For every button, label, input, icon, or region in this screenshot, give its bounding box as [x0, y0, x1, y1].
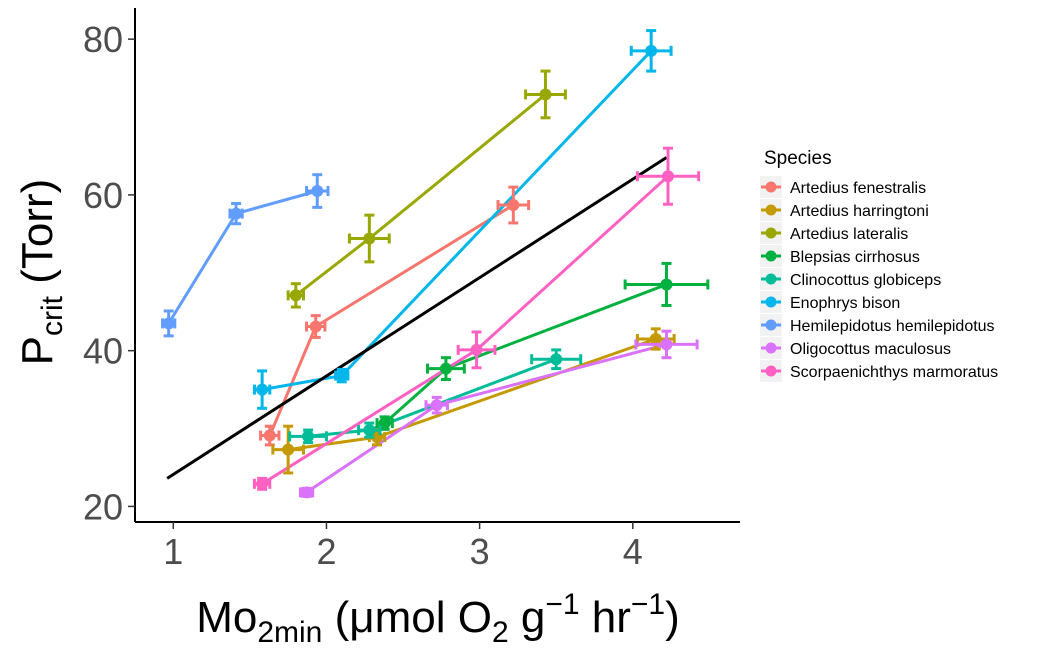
- data-point: [539, 88, 552, 101]
- regression-line: [166, 156, 668, 480]
- legend-label: Artedius harringtoni: [790, 203, 929, 220]
- data-point: [662, 170, 675, 183]
- legend-key-point: [765, 227, 777, 239]
- data-point: [363, 424, 376, 437]
- data-point: [550, 353, 563, 366]
- data-point: [507, 199, 520, 212]
- data-point: [660, 338, 673, 351]
- legend-key-point: [765, 204, 777, 216]
- data-point: [302, 430, 315, 443]
- plot-area: [161, 29, 710, 499]
- y-axis-title-main: P: [13, 336, 62, 365]
- data-point: [470, 343, 483, 356]
- x-axis-title-hr-sup: −1: [631, 588, 665, 621]
- x-tick-label: 1: [163, 531, 183, 572]
- y-tick-label: 80: [83, 19, 123, 60]
- y-axis-title-sub: crit: [36, 295, 69, 336]
- legend-label: Blepsias cirrhosus: [790, 249, 920, 266]
- data-point: [439, 362, 452, 375]
- data-point: [230, 207, 243, 220]
- x-axis-title-units: (μmol O: [322, 593, 492, 642]
- x-axis-title-g-sup: −1: [545, 588, 579, 621]
- data-point: [335, 369, 348, 382]
- legend-key-point: [765, 365, 777, 377]
- data-point: [645, 44, 658, 57]
- legend-label: Artedius fenestralis: [790, 180, 926, 197]
- y-tick-label: 60: [83, 175, 123, 216]
- x-axis-title-g: g: [509, 593, 546, 642]
- x-axis-title-close: ): [665, 593, 680, 642]
- legend-key-point: [765, 273, 777, 285]
- legend-label: Scorpaenichthys marmoratus: [790, 364, 998, 381]
- x-tick-label: 2: [316, 531, 336, 572]
- data-point: [660, 278, 673, 291]
- series-line: [305, 342, 667, 494]
- x-axis-title-main: Mo: [196, 593, 257, 642]
- legend-key-point: [765, 250, 777, 262]
- x-axis-title: Mo2min (μmol O2 g−1 hr−1): [196, 588, 680, 649]
- data-point: [649, 332, 662, 345]
- legend-key-point: [765, 342, 777, 354]
- x-tick-label: 4: [623, 531, 643, 572]
- x-axis-title-o2-sub: 2: [492, 616, 509, 649]
- y-axis-title-units: (Torr): [13, 179, 62, 296]
- data-point: [300, 486, 313, 499]
- x-tick-label: 3: [470, 531, 490, 572]
- data-point: [263, 429, 276, 442]
- y-tick-label: 40: [83, 331, 123, 372]
- data-point: [282, 443, 295, 456]
- data-point: [430, 399, 443, 412]
- legend: Species Artedius fenestralis Artedius har…: [760, 148, 998, 382]
- series-line: [294, 93, 547, 297]
- y-tick-label: 20: [83, 486, 123, 527]
- legend-title: Species: [764, 148, 832, 169]
- legend-label: Enophrys bison: [790, 295, 900, 312]
- data-point: [363, 232, 376, 245]
- legend-key-point: [765, 181, 777, 193]
- data-point: [256, 477, 269, 490]
- x-axis-title-sub: 2min: [257, 616, 322, 649]
- y-axis-title: Pcrit (Torr): [13, 179, 69, 366]
- legend-label: Oligocottus maculosus: [790, 341, 951, 358]
- ticks: 1 2 3 4 20 40 60 80: [83, 19, 643, 572]
- legend-label: Clinocottus globiceps: [790, 272, 941, 289]
- legend-label: Hemilepidotus hemilepidotus: [790, 318, 995, 335]
- legend-key-point: [765, 296, 777, 308]
- data-point: [256, 383, 269, 396]
- data-point: [309, 320, 322, 333]
- legend-key-point: [765, 319, 777, 331]
- axes: [134, 8, 740, 523]
- legend-label: Artedius lateralis: [790, 226, 908, 243]
- x-axis-title-hr: hr: [580, 593, 631, 642]
- data-point: [311, 185, 324, 198]
- data-point: [378, 417, 391, 430]
- data-point: [289, 289, 302, 302]
- data-point: [162, 317, 175, 330]
